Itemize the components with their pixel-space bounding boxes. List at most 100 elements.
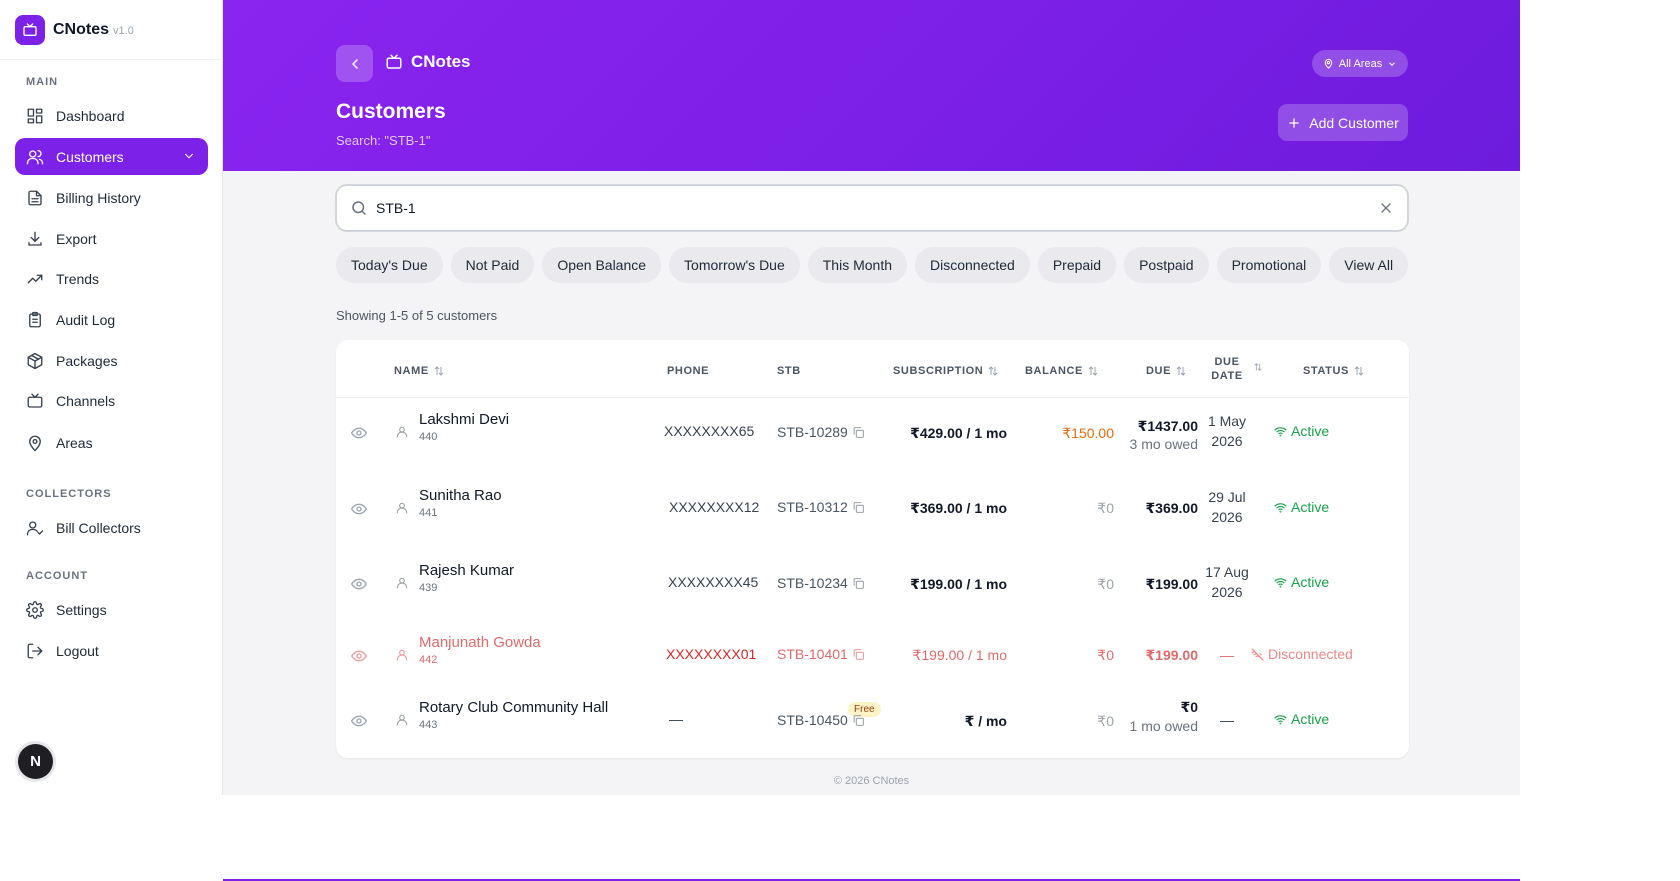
close-icon[interactable] xyxy=(1378,200,1394,216)
sidebar-item-label: Packages xyxy=(56,352,118,369)
copy-icon[interactable] xyxy=(852,648,865,661)
customer-name[interactable]: Rajesh Kumar xyxy=(419,562,515,579)
copy-icon[interactable] xyxy=(852,714,865,727)
sidebar-item-dashboard[interactable]: Dashboard xyxy=(15,97,208,134)
logout-icon xyxy=(27,643,43,658)
filter-chip-prepaid[interactable]: Prepaid xyxy=(1037,247,1117,283)
filter-chip-postpaid[interactable]: Postpaid xyxy=(1124,247,1209,283)
column-header-label: SUBSCRIPTION xyxy=(893,365,984,377)
column-header-subscription[interactable]: SUBSCRIPTION xyxy=(893,365,999,377)
eye-icon[interactable] xyxy=(351,576,367,592)
add-customer-label: Add Customer xyxy=(1309,114,1399,131)
customer-name[interactable]: Sunitha Rao xyxy=(419,487,502,504)
copy-icon[interactable] xyxy=(852,501,865,514)
users-icon xyxy=(26,149,44,164)
customer-due-note: 1 mo owed xyxy=(1129,718,1198,734)
filter-chip-promotional[interactable]: Promotional xyxy=(1216,247,1322,283)
sidebar-item-export[interactable]: Export xyxy=(15,220,208,257)
eye-icon[interactable] xyxy=(351,501,367,517)
status-label: Active xyxy=(1291,499,1330,515)
due-date-line: 17 Aug xyxy=(1205,564,1249,580)
sidebar-item-audit-log[interactable]: Audit Log xyxy=(15,301,208,338)
column-header-due-date[interactable]: DUE DATE xyxy=(1202,355,1252,383)
customer-name[interactable]: Rotary Club Community Hall xyxy=(419,699,609,716)
customer-phone: — xyxy=(669,711,683,727)
page-title: Customers xyxy=(336,100,446,123)
customer-subscription: ₹199.00 / 1 mo xyxy=(910,576,1007,592)
trend-icon xyxy=(27,274,43,283)
due-date-line: 29 Jul xyxy=(1208,489,1246,505)
table-row[interactable]: Rajesh Kumar 439 XXXXXXXX45 STB-10234 ₹1… xyxy=(336,550,1409,620)
customer-id: 441 xyxy=(419,507,438,519)
filter-chip-tomorrows-due[interactable]: Tomorrow's Due xyxy=(669,247,800,283)
customer-balance: ₹150.00 xyxy=(1062,425,1114,441)
results-count: Showing 1-5 of 5 customers xyxy=(336,308,498,323)
sort-icon[interactable] xyxy=(1253,362,1263,372)
due-date-line: 2026 xyxy=(1211,584,1243,600)
table-row[interactable]: Sunitha Rao 441 XXXXXXXX12 STB-10312 ₹36… xyxy=(336,474,1409,544)
eye-icon[interactable] xyxy=(351,425,367,441)
stb-number: STB-10312 xyxy=(777,499,848,515)
sidebar-item-label: Dashboard xyxy=(56,107,125,124)
search-input[interactable] xyxy=(376,200,1326,216)
brand-name: CNotes xyxy=(53,20,110,38)
eye-icon[interactable] xyxy=(351,713,367,729)
sidebar-item-packages[interactable]: Packages xyxy=(15,342,208,379)
sidebar-item-settings[interactable]: Settings xyxy=(15,591,208,628)
main-content: CNotes Customers Search: "STB-1" All Are… xyxy=(223,0,1520,795)
customer-subscription: ₹429.00 / 1 mo xyxy=(910,425,1007,441)
filter-chip-view-all[interactable]: View All xyxy=(1329,247,1409,283)
column-header-label: DUE xyxy=(1146,365,1172,377)
customer-name[interactable]: Lakshmi Devi xyxy=(419,411,510,428)
sidebar-item-label: Bill Collectors xyxy=(56,519,141,536)
column-header-balance[interactable]: BALANCE xyxy=(1025,365,1099,377)
copy-icon[interactable] xyxy=(852,577,865,590)
status-label: Disconnected xyxy=(1268,646,1353,662)
footer-copyright: © 2026 CNotes xyxy=(833,775,910,787)
column-header-label: PHONE xyxy=(667,365,710,377)
sort-icon xyxy=(1176,366,1186,376)
customer-name[interactable]: Manjunath Gowda xyxy=(419,634,541,651)
filter-chip-disconnected[interactable]: Disconnected xyxy=(915,247,1030,283)
sidebar-item-billing-history[interactable]: Billing History xyxy=(15,179,208,216)
customers-table: NAME PHONE STB SUBSCRIPTION BALANCE DUE … xyxy=(336,340,1409,758)
sidebar-item-customers[interactable]: Customers xyxy=(15,138,208,175)
filter-chips: Today's Due Not Paid Open Balance Tomorr… xyxy=(336,247,1409,283)
customer-due-date: — xyxy=(1220,712,1234,728)
column-header-due[interactable]: DUE xyxy=(1146,365,1187,377)
table-row[interactable]: Manjunath Gowda 442 XXXXXXXX01 STB-10401… xyxy=(336,626,1409,684)
customer-balance: ₹0 xyxy=(1097,576,1114,592)
customer-due-date: 29 Jul 2026 xyxy=(1202,487,1252,527)
brand[interactable]: CNotes v1.0 xyxy=(0,0,222,60)
filter-chip-open-balance[interactable]: Open Balance xyxy=(542,247,662,283)
copy-icon[interactable] xyxy=(852,426,865,439)
sidebar-item-bill-collectors[interactable]: Bill Collectors xyxy=(15,509,208,546)
customer-due-note: 3 mo owed xyxy=(1129,436,1198,452)
status-badge: Disconnected xyxy=(1251,646,1353,662)
filter-chip-this-month[interactable]: This Month xyxy=(807,247,907,283)
area-filter-dropdown[interactable]: All Areas xyxy=(1312,50,1408,77)
filter-chip-todays-due[interactable]: Today's Due xyxy=(336,247,443,283)
customer-due-date: — xyxy=(1220,647,1234,663)
sort-icon xyxy=(1354,366,1364,376)
customer-due-date: 17 Aug 2026 xyxy=(1202,562,1252,602)
document-icon xyxy=(28,190,42,205)
sidebar-item-channels[interactable]: Channels xyxy=(15,382,208,419)
search-icon xyxy=(352,201,366,215)
status-label: Active xyxy=(1291,711,1330,727)
sidebar-item-areas[interactable]: Areas xyxy=(15,424,208,461)
table-row[interactable]: Lakshmi Devi 440 XXXXXXXX65 STB-10289 ₹4… xyxy=(336,398,1409,468)
sidebar-item-trends[interactable]: Trends xyxy=(15,260,208,297)
filter-chip-not-paid[interactable]: Not Paid xyxy=(450,247,535,283)
column-header-status[interactable]: STATUS xyxy=(1303,365,1365,377)
column-header-name[interactable]: NAME xyxy=(394,365,445,377)
back-button[interactable] xyxy=(336,45,373,82)
customer-stb: STB-10401 xyxy=(777,646,865,662)
customer-due: ₹1437.00 xyxy=(1137,418,1198,434)
table-row[interactable]: Rotary Club Community Hall Free 443 — ST… xyxy=(336,688,1409,752)
add-customer-button[interactable]: Add Customer xyxy=(1278,104,1408,141)
eye-icon[interactable] xyxy=(351,648,367,664)
customer-phone: XXXXXXXX12 xyxy=(669,499,760,515)
assistant-fab-button[interactable]: N xyxy=(18,744,53,779)
sidebar-item-logout[interactable]: Logout xyxy=(15,632,208,669)
